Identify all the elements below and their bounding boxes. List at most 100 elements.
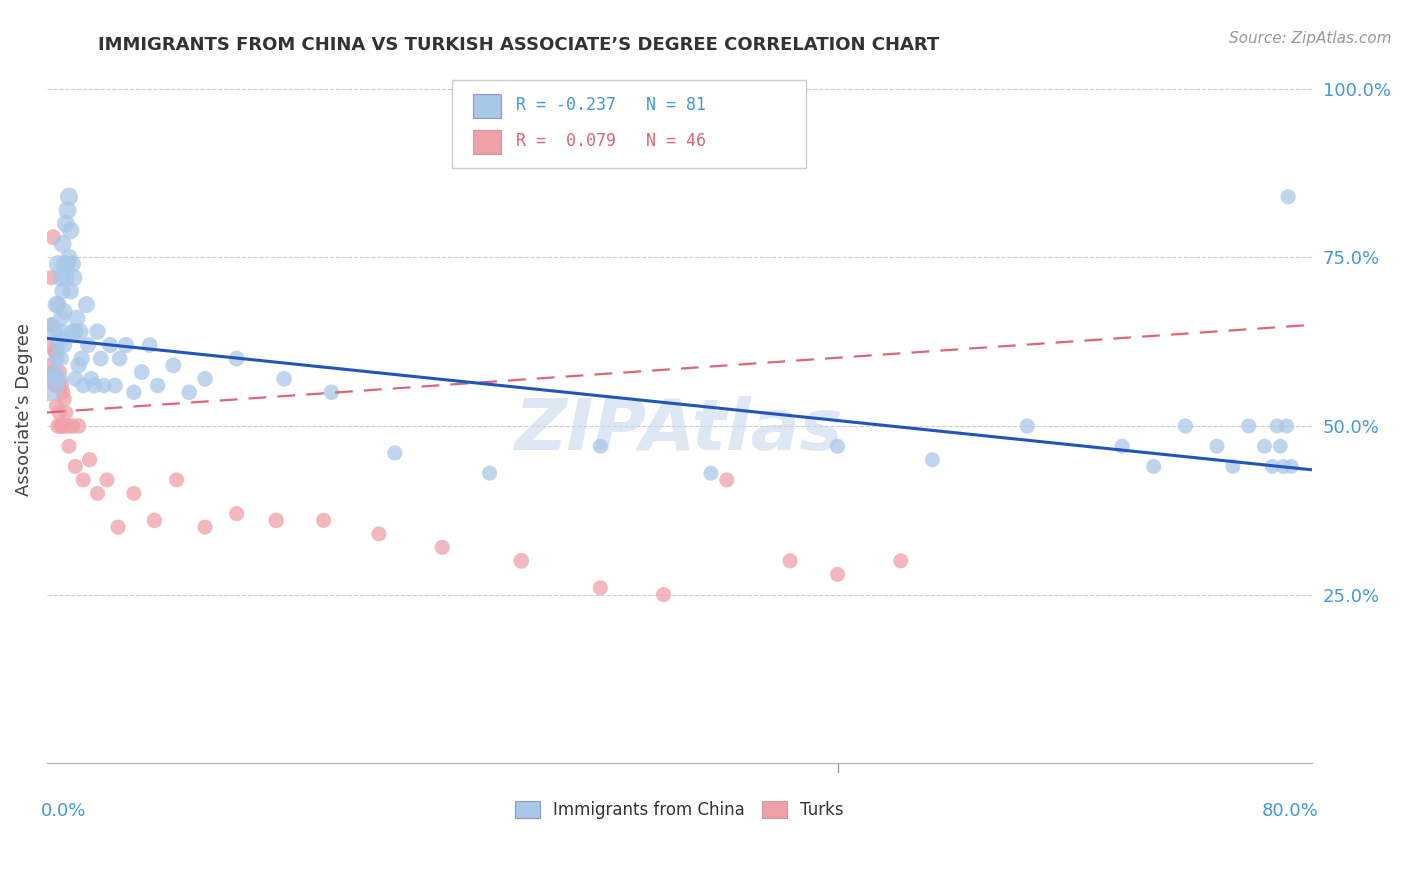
Point [108, 351, 131, 366]
Point [72, 473, 94, 487]
Point [59, 223, 82, 237]
Point [48, 372, 70, 386]
Point [93, 378, 115, 392]
Point [1277, 190, 1299, 204]
Point [45, 344, 67, 359]
Point [122, 385, 145, 400]
Point [41, 270, 63, 285]
Point [46, 419, 69, 434]
Point [42, 365, 65, 379]
Point [115, 338, 138, 352]
Legend: Immigrants from China, Turks: Immigrants from China, Turks [509, 794, 851, 826]
Point [143, 513, 166, 527]
Point [42, 372, 65, 386]
Point [80, 372, 103, 386]
Point [55, 217, 77, 231]
Point [166, 473, 188, 487]
Point [46, 378, 69, 392]
Point [56, 419, 79, 434]
Point [46, 257, 69, 271]
Point [86, 486, 108, 500]
Point [83, 378, 105, 392]
Point [58, 190, 80, 204]
Point [49, 311, 72, 326]
Point [589, 439, 612, 453]
Point [716, 473, 738, 487]
Bar [474, 129, 501, 154]
Text: Source: ZipAtlas.com: Source: ZipAtlas.com [1229, 31, 1392, 46]
FancyBboxPatch shape [451, 80, 806, 169]
Point [1253, 439, 1275, 453]
Point [122, 486, 145, 500]
Point [1272, 459, 1295, 474]
Point [65, 459, 87, 474]
Point [44, 378, 66, 392]
Point [44, 365, 66, 379]
Point [52, 419, 75, 434]
Text: IMMIGRANTS FROM CHINA VS TURKISH ASSOCIATE’S DEGREE CORRELATION CHART: IMMIGRANTS FROM CHINA VS TURKISH ASSOCIA… [98, 36, 939, 54]
Point [48, 365, 70, 379]
Point [432, 541, 454, 555]
Point [194, 520, 217, 534]
Point [52, 331, 75, 345]
Point [96, 473, 118, 487]
Point [86, 325, 108, 339]
Text: ZIPAtlas: ZIPAtlas [515, 396, 844, 465]
Point [478, 466, 501, 480]
Point [264, 513, 287, 527]
Point [179, 385, 201, 400]
Point [368, 527, 391, 541]
Point [107, 520, 129, 534]
Point [90, 351, 112, 366]
Point [79, 452, 101, 467]
Point [44, 325, 66, 339]
Point [273, 372, 295, 386]
Point [39, 359, 62, 373]
Point [45, 351, 67, 366]
Point [53, 338, 76, 352]
Point [384, 446, 406, 460]
Point [1206, 439, 1229, 453]
Point [104, 378, 127, 392]
Point [62, 270, 84, 285]
Point [42, 230, 65, 244]
Point [60, 325, 83, 339]
Point [1174, 419, 1197, 434]
Point [60, 257, 83, 271]
Point [37, 338, 59, 352]
Point [41, 318, 63, 332]
Y-axis label: Associate’s Degree: Associate’s Degree [15, 323, 32, 496]
Point [72, 378, 94, 392]
Point [49, 270, 72, 285]
Text: 80.0%: 80.0% [1261, 802, 1319, 820]
Point [921, 452, 943, 467]
Point [49, 419, 72, 434]
Point [890, 554, 912, 568]
Point [66, 311, 89, 326]
Point [58, 439, 80, 453]
Point [65, 325, 87, 339]
Point [48, 405, 70, 419]
Point [1275, 419, 1298, 434]
Point [44, 344, 66, 359]
Point [52, 236, 75, 251]
Point [46, 338, 69, 352]
Point [45, 298, 67, 312]
Point [146, 378, 169, 392]
Point [194, 372, 217, 386]
Point [131, 365, 153, 379]
Point [225, 351, 247, 366]
Point [1270, 439, 1292, 453]
Point [1111, 439, 1133, 453]
Point [59, 284, 82, 298]
Point [58, 251, 80, 265]
Point [53, 304, 76, 318]
Point [69, 325, 91, 339]
Point [321, 385, 343, 400]
Point [37, 378, 59, 392]
Point [1265, 419, 1288, 434]
Point [162, 359, 184, 373]
Point [53, 257, 76, 271]
Point [1237, 419, 1260, 434]
Point [77, 338, 100, 352]
